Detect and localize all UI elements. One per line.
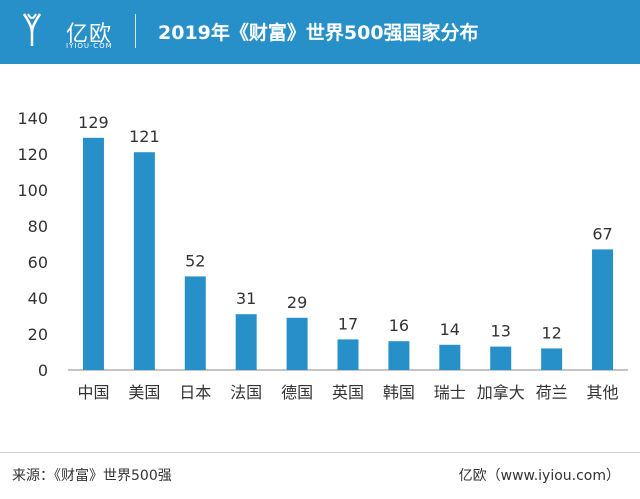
y-tick-label: 100 xyxy=(17,181,48,200)
category-label: 法国 xyxy=(230,383,262,402)
bar-value-label: 52 xyxy=(185,251,205,270)
y-tick-label: 0 xyxy=(38,361,48,380)
bar-4 xyxy=(286,317,308,370)
bar-chart: 0 20 40 60 80 100 120 140 129 121 52 31 29 17 16 14 13 1… xyxy=(17,109,628,402)
y-tick-label: 80 xyxy=(28,217,48,236)
category-label: 荷兰 xyxy=(536,383,568,402)
category-label: 中国 xyxy=(77,383,109,402)
logo-mark-icon xyxy=(22,13,42,46)
y-tick-label: 120 xyxy=(17,145,48,164)
bar-0 xyxy=(82,137,104,370)
category-label: 日本 xyxy=(179,383,211,402)
bar-3 xyxy=(235,314,257,370)
bar-value-label: 67 xyxy=(592,224,612,243)
bar-value-label: 13 xyxy=(491,322,511,341)
bar-5 xyxy=(337,339,359,370)
bar-value-label: 31 xyxy=(236,289,256,308)
category-label: 加拿大 xyxy=(477,383,525,402)
chart-title: 2019年《财富》世界500强国家分布 xyxy=(158,22,479,44)
bar-8 xyxy=(490,346,512,370)
footer-divider xyxy=(0,452,640,453)
header-divider xyxy=(135,14,136,48)
category-label: 其他 xyxy=(587,383,619,402)
y-tick-label: 140 xyxy=(17,109,48,128)
bar-2 xyxy=(184,276,206,370)
y-tick-label: 40 xyxy=(28,289,48,308)
bar-1 xyxy=(133,152,155,370)
bar-value-label: 17 xyxy=(338,314,358,333)
bar-7 xyxy=(439,344,461,370)
bar-10 xyxy=(592,249,614,370)
category-label: 英国 xyxy=(332,383,364,402)
y-tick-label: 20 xyxy=(28,325,48,344)
credit-note: 亿欧（www.iyiou.com） xyxy=(458,468,620,484)
category-label: 瑞士 xyxy=(434,383,466,402)
bar-6 xyxy=(388,341,410,370)
brand-logo: 亿欧 IYIOU·COM xyxy=(22,10,122,54)
bar-value-label: 16 xyxy=(389,316,409,335)
bar-value-label: 14 xyxy=(440,320,460,339)
bar-9 xyxy=(541,348,563,370)
bar-value-label: 29 xyxy=(287,293,307,312)
source-note: 来源：《财富》世界500强 xyxy=(12,468,172,484)
category-label: 德国 xyxy=(281,383,313,402)
bar-value-label: 129 xyxy=(78,113,109,132)
header-bar: 亿欧 IYIOU·COM 2019年《财富》世界500强国家分布 xyxy=(0,0,640,64)
category-label: 美国 xyxy=(128,383,160,402)
category-label: 韩国 xyxy=(383,383,415,402)
bar-value-label: 12 xyxy=(541,323,561,342)
y-tick-label: 60 xyxy=(28,253,48,272)
brand-name: 亿欧 xyxy=(66,22,113,47)
bar-value-label: 121 xyxy=(129,127,160,146)
brand-domain: IYIOU·COM xyxy=(66,42,113,50)
